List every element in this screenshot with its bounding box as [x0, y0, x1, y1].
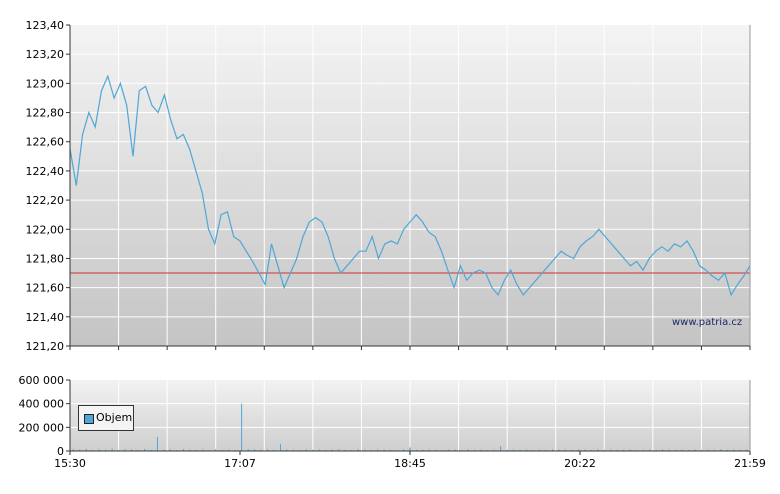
volume-legend: Objem — [78, 405, 134, 431]
price-y-tick-label: 123,40 — [26, 19, 65, 32]
price-y-tick-label: 123,20 — [26, 48, 65, 61]
price-y-tick-label: 122,00 — [26, 223, 65, 236]
volume-legend-swatch — [84, 414, 94, 424]
price-y-tick-label: 122,40 — [26, 165, 65, 178]
x-tick-label: 17:07 — [224, 457, 256, 470]
price-y-tick-label: 121,60 — [26, 282, 65, 295]
volume-y-tick-label: 200 000 — [19, 421, 65, 434]
watermark: www.patria.cz — [672, 317, 743, 328]
volume-y-tick-label: 400 000 — [19, 398, 65, 411]
x-tick-label: 21:59 — [734, 457, 766, 470]
price-y-tick-label: 122,20 — [26, 194, 65, 207]
x-tick-label: 20:22 — [564, 457, 596, 470]
x-tick-label: 18:45 — [394, 457, 426, 470]
x-tick-label: 15:30 — [54, 457, 86, 470]
price-y-tick-label: 121,20 — [26, 340, 65, 353]
volume-y-tick-label: 600 000 — [19, 374, 65, 387]
price-y-tick-label: 121,80 — [26, 252, 65, 265]
price-y-tick-label: 122,60 — [26, 136, 65, 149]
volume-legend-label: Objem — [96, 411, 133, 424]
price-y-tick-label: 121,40 — [26, 311, 65, 324]
price-y-tick-label: 122,80 — [26, 107, 65, 120]
volume-y-tick-label: 0 — [57, 445, 64, 458]
price-y-tick-label: 123,00 — [26, 77, 65, 90]
price-series-line — [69, 74, 751, 297]
